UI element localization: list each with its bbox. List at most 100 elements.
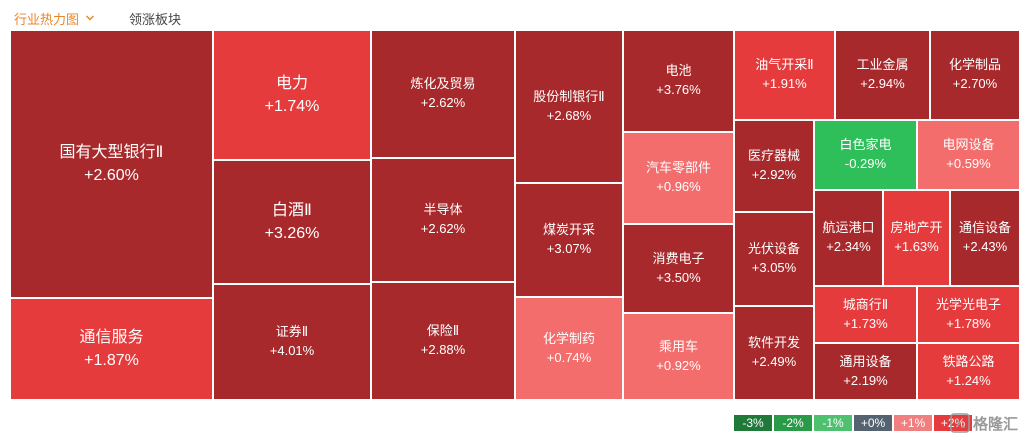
tile-change: +3.50% — [656, 269, 701, 285]
tile-change: +1.87% — [84, 352, 139, 369]
tile-change: +0.74% — [546, 349, 592, 365]
tile-name: 煤炭开采 — [542, 222, 595, 238]
tile-name: 航运港口 — [822, 220, 875, 236]
tile-guangxue[interactable]: 光学光电子 +1.78% — [917, 286, 1020, 343]
tile-change: +0.59% — [946, 156, 991, 171]
tile-change: +2.60% — [84, 167, 139, 184]
tile-xiaofei-dianzi[interactable]: 消费电子 +3.50% — [623, 224, 734, 313]
tile-baoxian[interactable]: 保险Ⅱ +2.88% — [371, 282, 515, 400]
tile-name: 电力 — [275, 74, 308, 92]
tile-name: 电网设备 — [942, 137, 995, 153]
tile-name: 房地产开 — [890, 220, 943, 236]
tile-change: +3.26% — [264, 225, 320, 242]
tab-industry-heatmap-label: 行业热力图 — [14, 11, 80, 27]
tile-hangyun[interactable]: 航运港口 +2.34% — [814, 190, 883, 286]
tile-name: 软件开发 — [747, 335, 800, 351]
tile-change: +3.07% — [546, 241, 592, 256]
tile-baijiu[interactable]: 白酒Ⅱ +3.26% — [213, 160, 371, 284]
tile-name: 消费电子 — [652, 250, 705, 266]
industry-treemap: 国有大型银行Ⅱ +2.60% 通信服务 +1.87% 电力 +1.74% 白酒Ⅱ… — [10, 30, 1020, 400]
tile-change: +2.49% — [751, 354, 797, 369]
legend-swatch: +0% — [853, 414, 893, 432]
tab-industry-heatmap[interactable]: 行业热力图 — [14, 9, 95, 28]
tile-dianwang[interactable]: 电网设备 +0.59% — [917, 120, 1020, 190]
tile-guoyou-bank[interactable]: 国有大型银行Ⅱ +2.60% — [10, 30, 213, 298]
tile-name: 通信服务 — [79, 328, 144, 346]
tile-change: +2.94% — [860, 76, 905, 91]
tile-name: 光学光电子 — [935, 296, 1001, 312]
tile-change: +2.43% — [962, 239, 1008, 254]
chevron-down-icon — [86, 15, 95, 21]
legend-swatch: +1% — [893, 414, 933, 432]
tile-dianli[interactable]: 电力 +1.74% — [213, 30, 371, 160]
tile-change: +3.76% — [656, 82, 701, 97]
tile-change: +2.68% — [546, 107, 592, 123]
legend-swatch: +2% — [933, 414, 973, 432]
tile-change: +1.91% — [762, 76, 807, 91]
tile-name: 白酒Ⅱ — [272, 201, 312, 219]
tile-name: 半导体 — [423, 202, 463, 218]
tile-change: +2.34% — [826, 239, 871, 254]
tile-tongyong-shebei[interactable]: 通用设备 +2.19% — [814, 343, 917, 400]
tile-huaxue-zhipin[interactable]: 化学制品 +2.70% — [930, 30, 1020, 120]
tile-gufenzhi-bank[interactable]: 股份制银行Ⅱ +2.68% — [515, 30, 623, 183]
tile-qiche-lingbujian[interactable]: 汽车零部件 +0.96% — [623, 132, 734, 224]
tile-name: 乘用车 — [658, 338, 698, 354]
tile-change: -0.29% — [844, 156, 887, 171]
tile-change: +1.74% — [264, 98, 320, 115]
tile-youqi[interactable]: 油气开采Ⅱ +1.91% — [734, 30, 835, 120]
tile-change: +1.24% — [946, 372, 991, 388]
tile-name: 通信设备 — [958, 220, 1011, 236]
tab-leading-sectors-label: 领涨板块 — [129, 11, 182, 27]
tile-gongye-jinshu[interactable]: 工业金属 +2.94% — [835, 30, 930, 120]
tile-name: 证券Ⅱ — [275, 324, 309, 340]
tile-lianhua[interactable]: 炼化及贸易 +2.62% — [371, 30, 515, 158]
tile-meitan[interactable]: 煤炭开采 +3.07% — [515, 183, 623, 297]
tile-yiliao-qixie[interactable]: 医疗器械 +2.92% — [734, 120, 814, 212]
tile-baise-jiadian[interactable]: 白色家电 -0.29% — [814, 120, 917, 190]
tile-name: 保险Ⅱ — [426, 323, 460, 339]
tile-change: +1.78% — [946, 315, 991, 331]
tile-name: 电池 — [665, 63, 692, 79]
tile-change: +2.62% — [420, 95, 466, 110]
tile-change: +2.19% — [843, 372, 888, 388]
tile-chengshang-bank[interactable]: 城商行Ⅱ +1.73% — [814, 286, 917, 343]
watermark-text: 格隆汇 — [973, 415, 1019, 433]
tile-name: 炼化及贸易 — [410, 76, 476, 92]
tile-change: +2.70% — [952, 76, 998, 91]
tile-name: 股份制银行Ⅱ — [533, 88, 605, 104]
tile-ruanjian[interactable]: 软件开发 +2.49% — [734, 306, 814, 400]
tile-huaxue-zhiyao[interactable]: 化学制药 +0.74% — [515, 297, 623, 400]
tab-leading-sectors[interactable]: 领涨板块 — [129, 9, 181, 28]
legend-swatch: -2% — [773, 414, 813, 432]
tile-tongxin-shebei[interactable]: 通信设备 +2.43% — [950, 190, 1020, 286]
tile-change: +1.63% — [894, 239, 939, 254]
tile-name: 汽车零部件 — [645, 160, 711, 176]
tile-zhengquan[interactable]: 证券Ⅱ +4.01% — [213, 284, 371, 400]
tile-tielu[interactable]: 铁路公路 +1.24% — [917, 343, 1020, 400]
tile-change: +3.05% — [751, 260, 797, 275]
tile-chengyongche[interactable]: 乘用车 +0.92% — [623, 313, 734, 400]
tile-tongxin-fuwu[interactable]: 通信服务 +1.87% — [10, 298, 213, 400]
legend-swatch: -1% — [813, 414, 853, 432]
tile-fangdichan[interactable]: 房地产开 +1.63% — [883, 190, 950, 286]
gelonghui-logo-icon — [950, 413, 970, 433]
tile-change: +4.01% — [269, 343, 315, 358]
tile-change: +2.62% — [420, 221, 466, 236]
tile-guangfu[interactable]: 光伏设备 +3.05% — [734, 212, 814, 306]
tile-dianchi[interactable]: 电池 +3.76% — [623, 30, 734, 132]
watermark: 格隆汇 — [950, 412, 1018, 434]
tile-change: +2.92% — [751, 167, 797, 182]
tile-name: 光伏设备 — [747, 241, 800, 257]
color-scale-legend: -3% -2% -1% +0% +1% +2% — [733, 414, 973, 432]
tile-name: 工业金属 — [856, 57, 909, 73]
tile-change: +0.92% — [656, 357, 701, 373]
tile-bandaoti[interactable]: 半导体 +2.62% — [371, 158, 515, 282]
tile-change: +0.96% — [656, 179, 701, 194]
legend-swatch: -3% — [733, 414, 773, 432]
tile-name: 化学制药 — [542, 330, 595, 346]
tile-name: 铁路公路 — [942, 353, 995, 369]
tab-bar: 行业热力图 领涨板块 — [14, 8, 181, 28]
tile-name: 化学制品 — [948, 57, 1001, 73]
tile-name: 国有大型银行Ⅱ — [59, 143, 164, 161]
